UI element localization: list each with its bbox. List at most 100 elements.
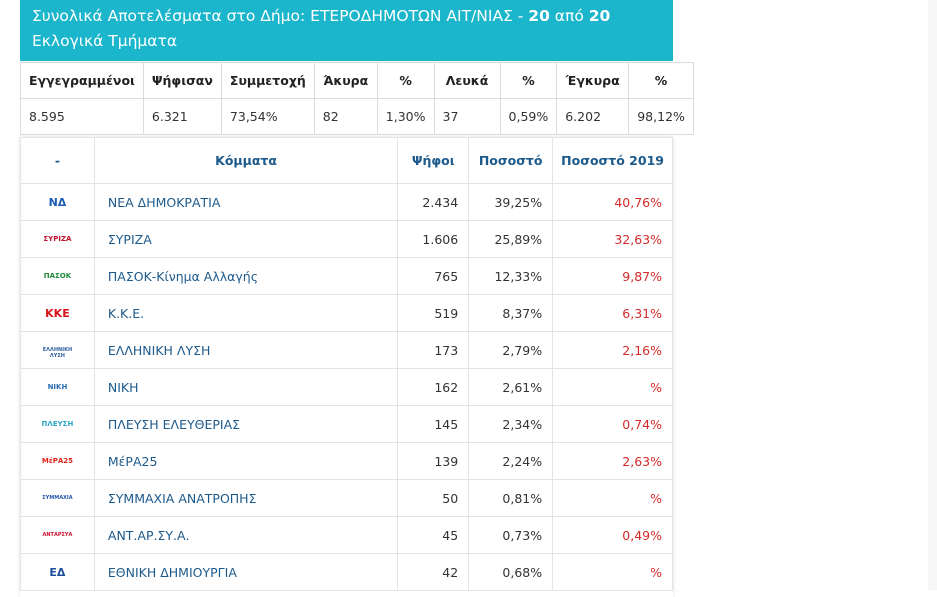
party-row: ΠΑΣΟΚ ΠΑΣΟΚ-Κίνημα Αλλαγής 765 12,33% 9,87% [20, 257, 673, 295]
party-logo-text: ΠΑΣΟΚ [43, 271, 72, 280]
party-pct: 2,24% [468, 442, 554, 480]
party-name[interactable]: ΝΙΚΗ [93, 368, 399, 406]
party-name[interactable]: ΣΥΜΜΑΧΙΑ ΑΝΑΤΡΟΠΗΣ [93, 479, 399, 517]
party-pct: 2,79% [468, 331, 554, 369]
party-name[interactable]: Κ.Κ.Ε. [93, 294, 399, 332]
party-row: ΕΔ ΕΘΝΙΚΗ ΔΗΜΙΟΥΡΓΙΑ 42 0,68%% [20, 553, 673, 591]
party-logo-text: ΚΚΕ [45, 306, 70, 320]
party-name[interactable]: ΕΘΝΙΚΗ ΔΗΜΙΟΥΡΓΙΑ [93, 553, 399, 591]
party-name[interactable]: ΕΛΛΗΝΙΚΗ ΛΥΣΗ [93, 331, 399, 369]
party-pct: 8,37% [468, 294, 554, 332]
party-votes: 2.434 [397, 183, 470, 221]
party-logo-cell: ΣΥΡΙΖΑ [20, 220, 95, 258]
party-row: ΣΥΡΙΖΑ ΣΥΡΙΖΑ 1.606 25,89% 32,63% [20, 220, 673, 258]
party-logo-icon: ΚΚΕ [36, 303, 78, 323]
party-logo-text: ΕΛΛΗΝΙΚΗ ΛΥΣΗ [42, 346, 73, 359]
party-name[interactable]: ΑΝΤ.ΑΡ.ΣΥ.Α. [93, 516, 399, 554]
party-row: ΚΚΕ Κ.Κ.Ε. 519 8,37% 6,31% [20, 294, 673, 332]
summary-header-invalid-pct: % [376, 62, 435, 99]
summary-value-row: 8.595 6.321 73,54% 82 1,30% 37 0,59% 6.2… [20, 98, 694, 135]
party-pct-2019: 6,31% [552, 294, 673, 332]
summary-turnout: 73,54% [220, 98, 315, 135]
party-name[interactable]: ΜέΡΑ25 [93, 442, 399, 480]
party-pct-2019: 2,63% [552, 442, 673, 480]
summary-voted: 6.321 [142, 98, 222, 135]
parties-body: ΝΔ ΝΕΑ ΔΗΜΟΚΡΑΤΙΑ 2.434 39,25% 40,76% ΣΥΡΙΖΑ Σ… [20, 183, 673, 591]
parties-header-votes: Ψήφοι [397, 137, 470, 184]
page-scrollbar[interactable] [928, 0, 937, 590]
party-votes: 145 [397, 405, 470, 443]
party-logo-icon: ΕΔ [36, 562, 78, 582]
party-pct: 0,81% [468, 479, 554, 517]
party-logo-text: ΜέΡΑ25 [41, 456, 74, 465]
party-pct: 0,73% [468, 516, 554, 554]
summary-blank-pct: 0,59% [499, 98, 558, 135]
header-count-a: 20 [528, 7, 550, 25]
party-pct-2019: % [552, 479, 673, 517]
party-row: ΝΔ ΝΕΑ ΔΗΜΟΚΡΑΤΙΑ 2.434 39,25% 40,76% [20, 183, 673, 221]
summary-header-valid: Έγκυρα [556, 62, 630, 99]
party-votes: 42 [397, 553, 470, 591]
party-logo-text: ΠΛΕΥΣΗ [41, 419, 74, 428]
header-title: Συνολικά Αποτελέσματα στο Δήμο: ΕΤΕΡΟΔΗΜ… [32, 7, 529, 25]
parties-header-party: Κόμματα [93, 137, 399, 184]
summary-header-registered: Εγγεγραμμένοι [20, 62, 144, 99]
party-votes: 162 [397, 368, 470, 406]
party-logo-icon: ΣΥΡΙΖΑ [36, 229, 78, 249]
party-row: ΣΥΜΜΑΧΙΑ ΣΥΜΜΑΧΙΑ ΑΝΑΤΡΟΠΗΣ 50 0,81%% [20, 479, 673, 517]
party-logo-icon: ΝΙΚΗ [36, 377, 78, 397]
party-name[interactable]: ΠΑΣΟΚ-Κίνημα Αλλαγής [93, 257, 399, 295]
summary-header-voted: Ψήφισαν [142, 62, 222, 99]
party-logo-icon: ΕΛΛΗΝΙΚΗ ΛΥΣΗ [36, 340, 78, 360]
party-pct-2019: 9,87% [552, 257, 673, 295]
party-row: ΝΙΚΗ ΝΙΚΗ 162 2,61%% [20, 368, 673, 406]
party-votes: 173 [397, 331, 470, 369]
party-pct: 25,89% [468, 220, 554, 258]
header-apo: από [549, 7, 589, 25]
summary-header-valid-pct: % [628, 62, 694, 99]
summary-invalid: 82 [313, 98, 378, 135]
party-logo-text: ΣΥΜΜΑΧΙΑ [42, 494, 73, 501]
party-logo-icon: ΣΥΜΜΑΧΙΑ [36, 488, 78, 508]
summary-blank: 37 [433, 98, 501, 135]
summary-header-blank-pct: % [499, 62, 558, 99]
party-logo-icon: ΠΛΕΥΣΗ [36, 414, 78, 434]
results-header: Συνολικά Αποτελέσματα στο Δήμο: ΕΤΕΡΟΔΗΜ… [20, 0, 673, 61]
summary-valid-pct: 98,12% [628, 98, 694, 135]
party-pct-2019: 2,16% [552, 331, 673, 369]
party-pct-2019: % [552, 368, 673, 406]
summary-header-blank: Λευκά [433, 62, 501, 99]
party-logo-text: ΕΔ [49, 565, 66, 579]
party-logo-text: ΝΙΚΗ [47, 382, 68, 391]
party-row: ΕΛΛΗΝΙΚΗ ΛΥΣΗ ΕΛΛΗΝΙΚΗ ΛΥΣΗ 173 2,79% 2,16% [20, 331, 673, 369]
party-logo-text: ΣΥΡΙΖΑ [43, 234, 72, 243]
summary-table: Εγγεγραμμένοι Ψήφισαν Συμμετοχή Άκυρα % … [20, 62, 694, 135]
party-name[interactable]: ΝΕΑ ΔΗΜΟΚΡΑΤΙΑ [93, 183, 399, 221]
party-logo-cell: ΚΚΕ [20, 294, 95, 332]
party-logo-icon: ΑΝΤΑΡΣΥΑ [36, 525, 78, 545]
party-logo-icon: ΝΔ [36, 192, 78, 212]
party-logo-icon: ΠΑΣΟΚ [36, 266, 78, 286]
party-logo-cell: ΑΝΤΑΡΣΥΑ [20, 516, 95, 554]
party-pct-2019: 0,74% [552, 405, 673, 443]
party-logo-text: ΝΔ [48, 195, 67, 209]
party-row: ΠΛΕΥΣΗ ΠΛΕΥΣΗ ΕΛΕΥΘΕΡΙΑΣ 145 2,34% 0,74% [20, 405, 673, 443]
party-votes: 50 [397, 479, 470, 517]
parties-table: - Κόμματα Ψήφοι Ποσοστό Ποσοστό 2019 ΝΔ Ν… [20, 137, 673, 591]
party-logo-cell: ΕΔ [20, 553, 95, 591]
party-votes: 139 [397, 442, 470, 480]
party-logo-cell: ΠΛΕΥΣΗ [20, 405, 95, 443]
party-name[interactable]: ΠΛΕΥΣΗ ΕΛΕΥΘΕΡΙΑΣ [93, 405, 399, 443]
party-row: ΑΝΤΑΡΣΥΑ ΑΝΤ.ΑΡ.ΣΥ.Α. 45 0,73% 0,49% [20, 516, 673, 554]
party-name[interactable]: ΣΥΡΙΖΑ [93, 220, 399, 258]
summary-header-invalid: Άκυρα [313, 62, 378, 99]
party-row: ΜέΡΑ25 ΜέΡΑ25 139 2,24% 2,63% [20, 442, 673, 480]
party-pct: 0,68% [468, 553, 554, 591]
party-logo-icon: ΜέΡΑ25 [36, 451, 78, 471]
summary-header-row: Εγγεγραμμένοι Ψήφισαν Συμμετοχή Άκυρα % … [20, 62, 694, 99]
party-votes: 45 [397, 516, 470, 554]
parties-header-pct: Ποσοστό [468, 137, 554, 184]
summary-header-turnout: Συμμετοχή [220, 62, 315, 99]
party-logo-text: ΑΝΤΑΡΣΥΑ [42, 531, 73, 538]
summary-registered: 8.595 [20, 98, 144, 135]
